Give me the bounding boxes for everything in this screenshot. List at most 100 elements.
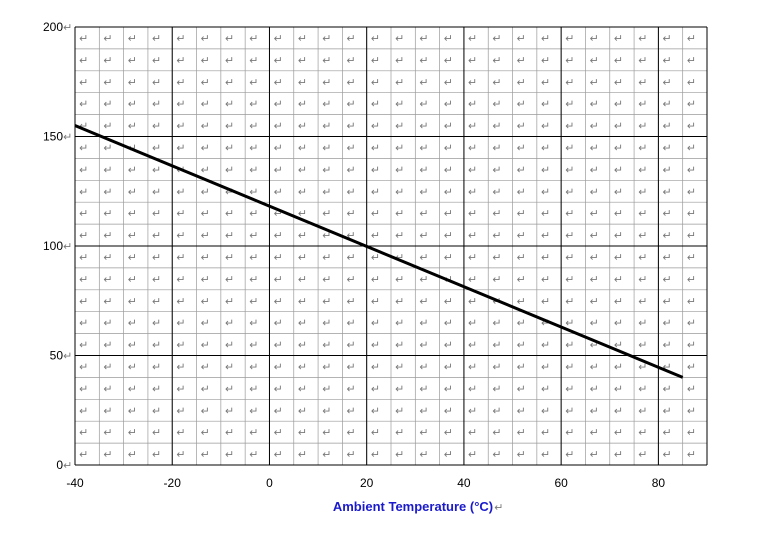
paragraph-mark: ↵ <box>249 229 258 242</box>
paragraph-mark: ↵ <box>371 76 380 89</box>
paragraph-mark: ↵ <box>614 273 623 286</box>
paragraph-mark: ↵ <box>273 76 282 89</box>
paragraph-mark: ↵ <box>152 76 161 89</box>
paragraph-mark: ↵ <box>492 251 501 264</box>
paragraph-mark: ↵ <box>565 361 574 374</box>
paragraph-mark: ↵ <box>371 382 380 395</box>
paragraph-mark: ↵ <box>79 404 88 417</box>
paragraph-mark: ↵ <box>541 32 550 45</box>
paragraph-mark: ↵ <box>201 251 210 264</box>
paragraph-mark: ↵ <box>298 163 307 176</box>
paragraph-mark: ↵ <box>589 142 598 155</box>
paragraph-mark: ↵ <box>298 404 307 417</box>
paragraph-mark: ↵ <box>225 273 234 286</box>
paragraph-mark: ↵ <box>249 382 258 395</box>
paragraph-mark: ↵ <box>225 98 234 111</box>
paragraph-mark: ↵ <box>79 185 88 198</box>
paragraph-mark: ↵ <box>662 163 671 176</box>
paragraph-mark: ↵ <box>79 448 88 461</box>
paragraph-mark: ↵ <box>468 448 477 461</box>
paragraph-mark: ↵ <box>589 76 598 89</box>
paragraph-mark: ↵ <box>298 426 307 439</box>
paragraph-mark: ↵ <box>614 142 623 155</box>
paragraph-mark: ↵ <box>176 229 185 242</box>
paragraph-mark: ↵ <box>565 163 574 176</box>
paragraph-mark: ↵ <box>492 120 501 133</box>
paragraph-mark: ↵ <box>152 382 161 395</box>
paragraph-mark: ↵ <box>614 317 623 330</box>
paragraph-mark: ↵ <box>614 426 623 439</box>
paragraph-mark: ↵ <box>468 163 477 176</box>
paragraph-mark: ↵ <box>103 317 112 330</box>
paragraph-mark: ↵ <box>346 229 355 242</box>
paragraph-mark: ↵ <box>201 295 210 308</box>
paragraph-mark: ↵ <box>176 295 185 308</box>
paragraph-mark: ↵ <box>176 98 185 111</box>
paragraph-mark: ↵ <box>371 448 380 461</box>
x-tick-label: 20 <box>360 476 374 490</box>
paragraph-mark: ↵ <box>638 273 647 286</box>
paragraph-mark: ↵ <box>517 54 526 67</box>
paragraph-mark: ↵ <box>79 361 88 374</box>
paragraph-mark: ↵ <box>201 339 210 352</box>
paragraph-mark: ↵ <box>201 32 210 45</box>
paragraph-mark: ↵ <box>346 251 355 264</box>
paragraph-mark: ↵ <box>128 207 137 220</box>
paragraph-mark: ↵ <box>63 350 72 363</box>
paragraph-mark: ↵ <box>492 163 501 176</box>
paragraph-mark: ↵ <box>614 361 623 374</box>
paragraph-mark: ↵ <box>395 98 404 111</box>
paragraph-mark: ↵ <box>273 361 282 374</box>
paragraph-mark: ↵ <box>79 295 88 308</box>
paragraph-mark: ↵ <box>103 448 112 461</box>
paragraph-mark: ↵ <box>517 251 526 264</box>
paragraph-mark: ↵ <box>152 120 161 133</box>
paragraph-mark: ↵ <box>395 404 404 417</box>
paragraph-mark: ↵ <box>322 76 331 89</box>
paragraph-mark: ↵ <box>322 207 331 220</box>
paragraph-mark: ↵ <box>638 185 647 198</box>
paragraph-mark: ↵ <box>225 251 234 264</box>
paragraph-mark: ↵ <box>614 120 623 133</box>
paragraph-mark: ↵ <box>128 273 137 286</box>
paragraph-mark: ↵ <box>395 273 404 286</box>
paragraph-mark: ↵ <box>541 404 550 417</box>
paragraph-mark: ↵ <box>687 404 696 417</box>
paragraph-mark: ↵ <box>444 120 453 133</box>
paragraph-mark: ↵ <box>79 229 88 242</box>
paragraph-mark: ↵ <box>638 295 647 308</box>
paragraph-mark: ↵ <box>395 382 404 395</box>
paragraph-mark: ↵ <box>176 142 185 155</box>
paragraph-mark: ↵ <box>225 448 234 461</box>
paragraph-mark: ↵ <box>638 317 647 330</box>
paragraph-mark: ↵ <box>176 185 185 198</box>
paragraph-mark: ↵ <box>298 229 307 242</box>
paragraph-mark: ↵ <box>201 207 210 220</box>
paragraph-mark: ↵ <box>444 98 453 111</box>
paragraph-mark: ↵ <box>103 163 112 176</box>
paragraph-mark: ↵ <box>444 361 453 374</box>
paragraph-mark: ↵ <box>128 295 137 308</box>
paragraph-mark: ↵ <box>79 426 88 439</box>
paragraph-mark: ↵ <box>176 273 185 286</box>
paragraph-mark: ↵ <box>419 207 428 220</box>
paragraph-mark: ↵ <box>541 98 550 111</box>
x-axis-label: Ambient Temperature (°C) <box>333 499 493 514</box>
paragraph-mark: ↵ <box>322 32 331 45</box>
paragraph-mark: ↵ <box>152 54 161 67</box>
paragraph-mark: ↵ <box>249 76 258 89</box>
paragraph-mark: ↵ <box>589 339 598 352</box>
paragraph-mark: ↵ <box>638 120 647 133</box>
paragraph-mark: ↵ <box>273 54 282 67</box>
paragraph-mark: ↵ <box>541 120 550 133</box>
paragraph-mark: ↵ <box>225 361 234 374</box>
paragraph-mark: ↵ <box>492 426 501 439</box>
paragraph-mark: ↵ <box>687 207 696 220</box>
paragraph-mark: ↵ <box>128 98 137 111</box>
paragraph-mark: ↵ <box>128 382 137 395</box>
paragraph-mark: ↵ <box>541 382 550 395</box>
paragraph-mark: ↵ <box>395 185 404 198</box>
paragraph-mark: ↵ <box>371 361 380 374</box>
paragraph-mark: ↵ <box>103 229 112 242</box>
